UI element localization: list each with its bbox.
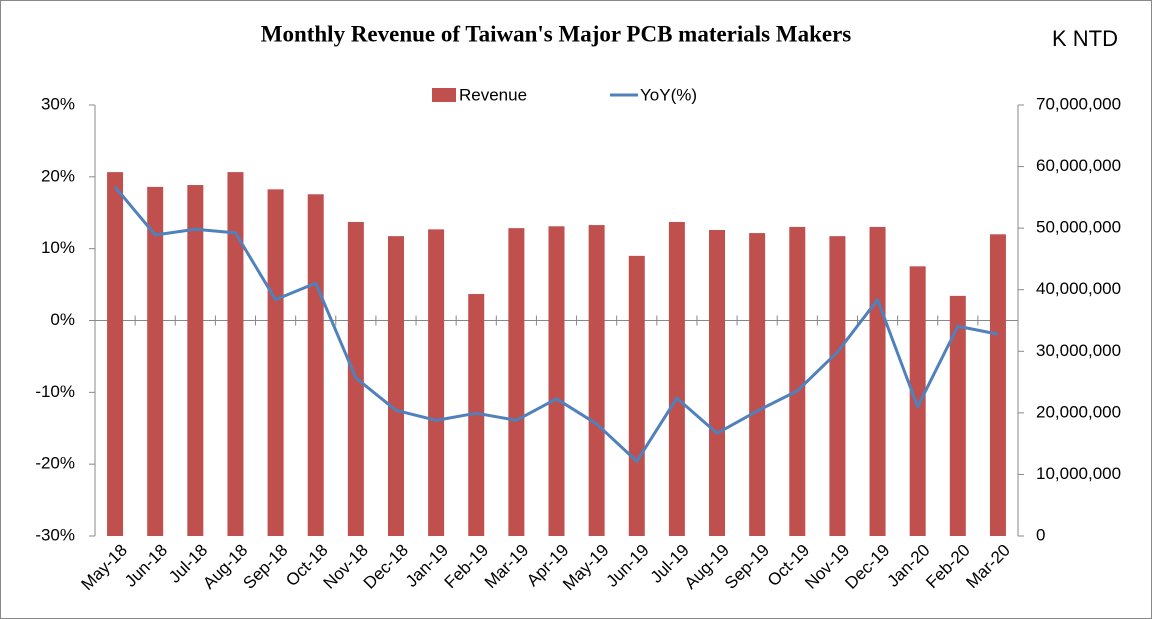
bar — [909, 266, 926, 536]
y2-axis-label: K NTD — [1052, 26, 1118, 51]
bar — [508, 228, 525, 536]
y-tick-label: 20% — [41, 166, 75, 185]
bar — [307, 194, 324, 536]
y-tick-label: -20% — [35, 454, 75, 473]
bar — [107, 172, 124, 536]
legend-label: YoY(%) — [640, 85, 697, 104]
y-tick-label: -30% — [35, 525, 75, 544]
y2-tick-label: 0 — [1036, 525, 1045, 544]
bar — [428, 229, 445, 537]
bar — [668, 221, 685, 536]
legend-label: Revenue — [459, 85, 527, 104]
bar — [548, 226, 565, 536]
bar — [387, 236, 404, 536]
bar — [147, 186, 164, 536]
y2-tick-label: 40,000,000 — [1036, 279, 1121, 298]
bar — [749, 233, 766, 536]
y2-tick-label: 50,000,000 — [1036, 218, 1121, 237]
y-tick-label: 30% — [41, 94, 75, 113]
bar — [267, 189, 284, 537]
bar — [709, 229, 726, 537]
y2-tick-label: 70,000,000 — [1036, 94, 1121, 113]
y2-tick-label: 30,000,000 — [1036, 341, 1121, 360]
bar — [468, 294, 485, 536]
y2-tick-label: 60,000,000 — [1036, 156, 1121, 175]
bar — [628, 255, 645, 536]
bar — [227, 172, 244, 536]
bar — [869, 226, 886, 536]
y-tick-label: 10% — [41, 238, 75, 257]
chart-title: Monthly Revenue of Taiwan's Major PCB ma… — [261, 21, 852, 46]
bar — [949, 295, 966, 536]
y2-tick-label: 10,000,000 — [1036, 464, 1121, 483]
bar — [829, 236, 846, 536]
bar — [588, 225, 605, 537]
bar — [789, 226, 806, 536]
y-tick-label: 0% — [50, 310, 75, 329]
bar — [989, 234, 1006, 537]
line — [113, 185, 999, 463]
y-tick-label: -10% — [35, 382, 75, 401]
legend-swatch — [432, 88, 456, 102]
bar — [187, 185, 204, 537]
y2-tick-label: 20,000,000 — [1036, 402, 1121, 421]
